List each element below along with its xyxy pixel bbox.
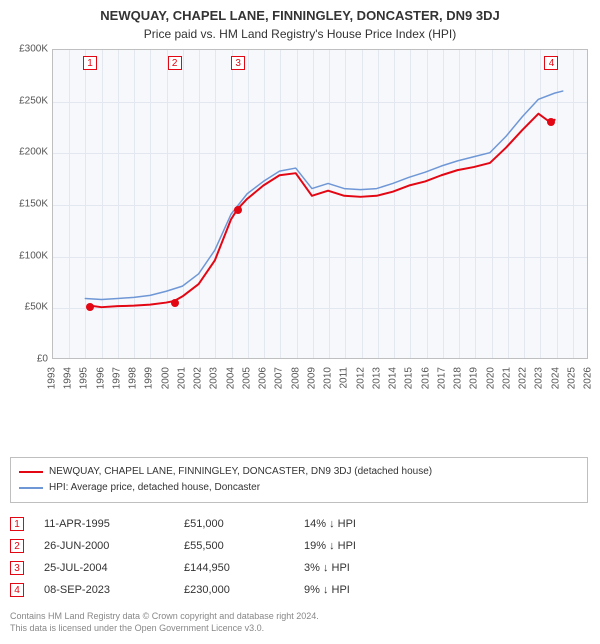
x-axis-label: 2006 <box>258 363 269 389</box>
x-axis-label: 2015 <box>404 363 415 389</box>
legend: NEWQUAY, CHAPEL LANE, FINNINGLEY, DONCAS… <box>10 457 588 503</box>
x-axis-label: 2007 <box>274 363 285 389</box>
sales-row-price: £51,000 <box>184 518 284 530</box>
chart-container: NEWQUAY, CHAPEL LANE, FINNINGLEY, DONCAS… <box>0 0 600 644</box>
sales-row-price: £230,000 <box>184 584 284 596</box>
legend-row: HPI: Average price, detached house, Donc… <box>19 480 579 496</box>
x-axis-label: 1994 <box>63 363 74 389</box>
x-axis-label: 2020 <box>485 363 496 389</box>
sales-table: 1 11-APR-1995 £51,000 14% ↓ HPI 2 26-JUN-2000… <box>10 513 570 601</box>
sales-row-number: 4 <box>10 583 24 597</box>
chart-title: NEWQUAY, CHAPEL LANE, FINNINGLEY, DONCAS… <box>10 8 590 23</box>
x-axis-label: 2004 <box>225 363 236 389</box>
y-axis-label: £250K <box>19 95 48 106</box>
series-property-line <box>90 114 555 308</box>
x-axis-label: 1995 <box>79 363 90 389</box>
x-axis-label: 2013 <box>371 363 382 389</box>
plot-area: 1 2 3 4 <box>52 49 588 359</box>
x-axis-label: 2017 <box>436 363 447 389</box>
y-axis-label: £100K <box>19 250 48 261</box>
legend-swatch <box>19 471 43 473</box>
chart-area: 1234£0£50K£100K£150K£200K£250K£300K19931… <box>10 49 590 409</box>
footnote-line-2: This data is licensed under the Open Gov… <box>10 623 570 635</box>
x-axis-label: 2025 <box>566 363 577 389</box>
series-hpi-line <box>85 91 562 299</box>
x-axis-label: 2003 <box>209 363 220 389</box>
x-axis-label: 1996 <box>95 363 106 389</box>
x-axis-label: 2000 <box>160 363 171 389</box>
sale-number-box: 2 <box>168 56 182 70</box>
x-axis-label: 2010 <box>323 363 334 389</box>
sales-row-price: £144,950 <box>184 562 284 574</box>
x-axis-label: 2022 <box>518 363 529 389</box>
footnote-line-1: Contains HM Land Registry data © Crown c… <box>10 611 570 623</box>
sale-number-box: 3 <box>231 56 245 70</box>
sale-marker <box>171 299 179 307</box>
sales-row-price: £55,500 <box>184 540 284 552</box>
legend-label: NEWQUAY, CHAPEL LANE, FINNINGLEY, DONCAS… <box>49 464 432 480</box>
x-axis-label: 2023 <box>534 363 545 389</box>
sales-row-diff: 3% ↓ HPI <box>304 562 414 574</box>
legend-row: NEWQUAY, CHAPEL LANE, FINNINGLEY, DONCAS… <box>19 464 579 480</box>
sales-row-date: 25-JUL-2004 <box>44 562 164 574</box>
sale-number-box: 4 <box>544 56 558 70</box>
x-axis-label: 2001 <box>176 363 187 389</box>
sales-row-date: 26-JUN-2000 <box>44 540 164 552</box>
x-axis-label: 2018 <box>453 363 464 389</box>
x-axis-label: 1993 <box>47 363 58 389</box>
x-axis-label: 2026 <box>583 363 594 389</box>
x-axis-label: 2016 <box>420 363 431 389</box>
x-axis-label: 2002 <box>193 363 204 389</box>
y-axis-label: £200K <box>19 147 48 158</box>
y-axis-label: £150K <box>19 199 48 210</box>
sales-row-date: 11-APR-1995 <box>44 518 164 530</box>
x-axis-label: 2014 <box>388 363 399 389</box>
x-axis-label: 2019 <box>469 363 480 389</box>
x-axis-label: 1999 <box>144 363 155 389</box>
footnote: Contains HM Land Registry data © Crown c… <box>10 611 570 634</box>
sales-row-diff: 9% ↓ HPI <box>304 584 414 596</box>
sales-row: 2 26-JUN-2000 £55,500 19% ↓ HPI <box>10 535 570 557</box>
sales-row-number: 3 <box>10 561 24 575</box>
sales-row: 1 11-APR-1995 £51,000 14% ↓ HPI <box>10 513 570 535</box>
x-axis-label: 1997 <box>111 363 122 389</box>
x-axis-label: 2008 <box>290 363 301 389</box>
sales-row-number: 1 <box>10 517 24 531</box>
legend-swatch <box>19 487 43 489</box>
x-axis-label: 2024 <box>550 363 561 389</box>
x-axis-label: 2009 <box>306 363 317 389</box>
chart-subtitle: Price paid vs. HM Land Registry's House … <box>10 27 590 41</box>
series-svg <box>53 50 587 358</box>
sale-marker <box>234 206 242 214</box>
legend-label: HPI: Average price, detached house, Donc… <box>49 480 260 496</box>
sales-row-diff: 14% ↓ HPI <box>304 518 414 530</box>
x-axis-label: 2011 <box>339 363 350 389</box>
sales-row-date: 08-SEP-2023 <box>44 584 164 596</box>
x-axis-label: 2012 <box>355 363 366 389</box>
x-axis-label: 2005 <box>241 363 252 389</box>
sale-marker <box>547 118 555 126</box>
x-axis-label: 2021 <box>501 363 512 389</box>
y-axis-label: £50K <box>25 302 48 313</box>
sale-marker <box>86 303 94 311</box>
sales-row: 3 25-JUL-2004 £144,950 3% ↓ HPI <box>10 557 570 579</box>
sales-row: 4 08-SEP-2023 £230,000 9% ↓ HPI <box>10 579 570 601</box>
y-axis-label: £300K <box>19 44 48 55</box>
sales-row-diff: 19% ↓ HPI <box>304 540 414 552</box>
sale-number-box: 1 <box>83 56 97 70</box>
sales-row-number: 2 <box>10 539 24 553</box>
x-axis-label: 1998 <box>128 363 139 389</box>
